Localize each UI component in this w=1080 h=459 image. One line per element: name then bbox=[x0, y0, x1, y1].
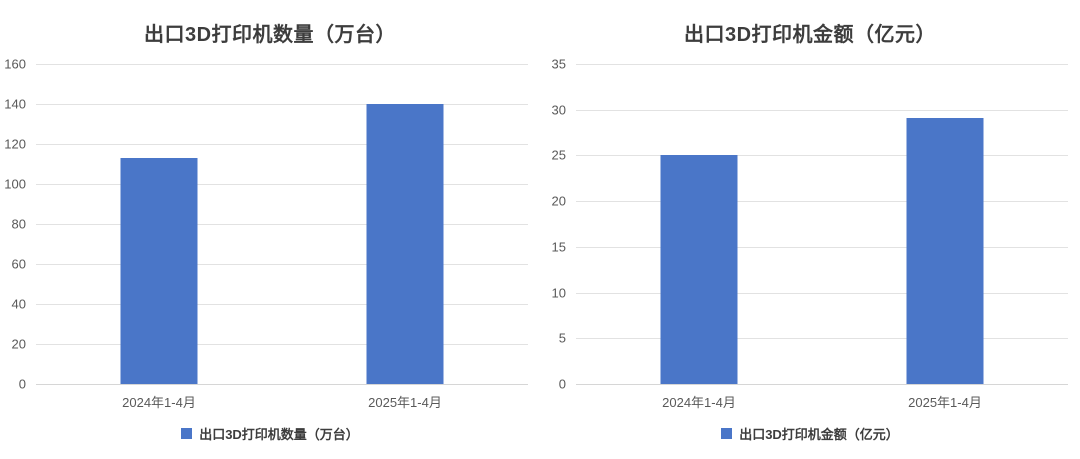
y-tick-label: 60 bbox=[11, 256, 26, 272]
gridline bbox=[36, 104, 528, 105]
amount-legend-label: 出口3D打印机金额（亿元） bbox=[739, 426, 899, 442]
amount-legend: 出口3D打印机金额（亿元） bbox=[540, 418, 1080, 448]
y-tick-label: 20 bbox=[551, 193, 566, 209]
gridline bbox=[576, 64, 1068, 65]
y-tick-label: 120 bbox=[4, 136, 26, 152]
y-tick-label: 40 bbox=[11, 296, 26, 312]
y-tick-label: 5 bbox=[558, 330, 566, 346]
amount-legend-marker-icon bbox=[721, 427, 733, 439]
quantity-x-axis: 2024年1-4月 2025年1-4月 bbox=[36, 384, 528, 418]
quantity-plot-area bbox=[36, 64, 528, 385]
y-tick-label: 35 bbox=[551, 56, 566, 72]
gridline bbox=[576, 384, 1068, 385]
x-category-label: 2025年1-4月 bbox=[908, 394, 982, 410]
bar-2025年1-4月 bbox=[366, 104, 444, 384]
y-tick-label: 20 bbox=[11, 336, 26, 352]
gridline bbox=[576, 155, 1068, 157]
quantity-chart-title: 出口3D打印机数量（万台） bbox=[143, 23, 397, 46]
gridline bbox=[36, 224, 528, 225]
x-category-label: 2025年1-4月 bbox=[368, 394, 442, 410]
amount-plot-area bbox=[576, 64, 1068, 385]
y-tick-label: 160 bbox=[4, 56, 26, 72]
quantity-legend-label: 出口3D打印机数量（万台） bbox=[199, 426, 359, 442]
y-tick-label: 140 bbox=[4, 96, 26, 112]
y-tick-label: 10 bbox=[551, 285, 566, 301]
x-category-label: 2024年1-4月 bbox=[122, 394, 196, 410]
y-tick-label: 0 bbox=[558, 376, 566, 392]
quantity-y-axis: 0 20 40 60 80 100 120 140 160 bbox=[0, 57, 36, 392]
gridline bbox=[576, 246, 1068, 248]
gridline bbox=[36, 344, 528, 345]
quantity-legend: 出口3D打印机数量（万台） bbox=[0, 418, 540, 448]
gridline bbox=[36, 184, 528, 185]
gridline bbox=[36, 264, 528, 265]
amount-plot-row: 0 5 10 15 20 25 30 35 bbox=[540, 57, 1080, 392]
amount-y-axis: 0 5 10 15 20 25 30 35 bbox=[540, 57, 576, 392]
y-tick-label: 0 bbox=[18, 376, 26, 392]
y-tick-label: 80 bbox=[11, 216, 26, 232]
y-tick-label: 25 bbox=[551, 147, 566, 163]
bar-2025年1-4月 bbox=[906, 117, 984, 384]
quantity-plot-row: 0 20 40 60 80 100 120 140 160 bbox=[0, 57, 540, 392]
gridline bbox=[36, 64, 528, 65]
amount-chart: 出口3D打印机金额（亿元） 0 5 10 15 20 25 30 35 2024年1-4月 20… bbox=[540, 0, 1080, 459]
gridline bbox=[576, 201, 1068, 203]
y-tick-label: 100 bbox=[4, 176, 26, 192]
bar-2024年1-4月 bbox=[120, 158, 198, 384]
gridline bbox=[576, 292, 1068, 294]
gridline bbox=[36, 384, 528, 385]
amount-x-axis: 2024年1-4月 2025年1-4月 bbox=[576, 384, 1068, 418]
x-category-label: 2024年1-4月 bbox=[662, 394, 736, 410]
gridline bbox=[36, 304, 528, 305]
y-tick-label: 30 bbox=[551, 102, 566, 118]
gridline bbox=[576, 338, 1068, 340]
gridline bbox=[576, 109, 1068, 111]
bar-2024年1-4月 bbox=[660, 154, 738, 384]
amount-chart-title: 出口3D打印机金额（亿元） bbox=[683, 23, 937, 46]
y-tick-label: 15 bbox=[551, 239, 566, 255]
quantity-legend-marker-icon bbox=[181, 427, 193, 439]
quantity-chart: 出口3D打印机数量（万台） 0 20 40 60 80 100 120 140 160 2024… bbox=[0, 23, 540, 448]
gridline bbox=[36, 144, 528, 145]
